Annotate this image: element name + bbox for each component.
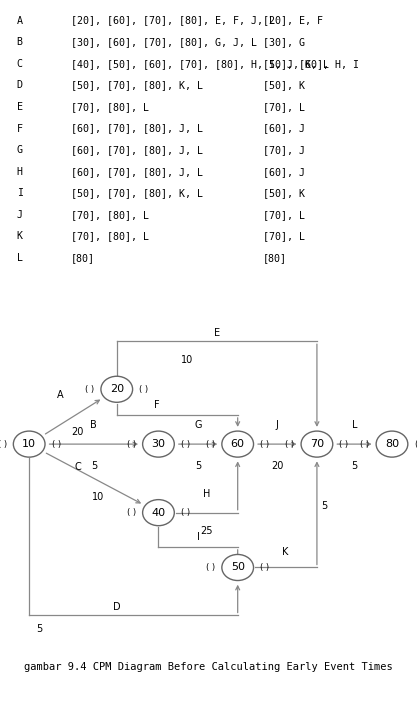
Text: [70], L: [70], L: [263, 231, 305, 241]
Text: F: F: [17, 124, 23, 134]
Circle shape: [101, 376, 133, 402]
Text: gambar 9.4 CPM Diagram Before Calculating Early Event Times: gambar 9.4 CPM Diagram Before Calculatin…: [24, 662, 393, 673]
Text: F: F: [153, 400, 159, 410]
Text: [50], K: [50], K: [263, 188, 305, 198]
Text: K: K: [282, 547, 289, 557]
Circle shape: [222, 555, 254, 580]
Text: 25: 25: [200, 526, 213, 536]
Text: B: B: [17, 37, 23, 47]
Circle shape: [143, 431, 174, 457]
Text: ( ): ( ): [139, 385, 148, 394]
Text: J: J: [17, 210, 23, 220]
Text: ( ): ( ): [181, 440, 190, 448]
Text: [20], [60], [70], [80], E, F, J, L: [20], [60], [70], [80], E, F, J, L: [71, 16, 275, 26]
Text: 30: 30: [151, 439, 166, 449]
Text: [60], [70], [80], J, L: [60], [70], [80], J, L: [71, 145, 203, 155]
Text: ( ): ( ): [0, 440, 7, 448]
Text: 5: 5: [37, 624, 43, 634]
Text: C: C: [75, 461, 81, 471]
Circle shape: [301, 431, 333, 457]
Text: G: G: [17, 145, 23, 155]
Text: 5: 5: [195, 461, 201, 471]
Text: ( ): ( ): [127, 508, 136, 517]
Text: [50], [60], H, I: [50], [60], H, I: [263, 59, 359, 69]
Text: [40], [50], [60], [70], [80], H, I, J, K, L: [40], [50], [60], [70], [80], H, I, J, K…: [71, 59, 329, 69]
Text: [60], J: [60], J: [263, 124, 305, 134]
Text: 5: 5: [91, 461, 97, 471]
Text: 20: 20: [271, 461, 284, 471]
Text: E: E: [214, 328, 220, 338]
Text: A: A: [17, 16, 23, 26]
Text: 10: 10: [92, 492, 104, 502]
Text: 70: 70: [310, 439, 324, 449]
Text: ( ): ( ): [85, 385, 94, 394]
Circle shape: [222, 431, 254, 457]
Text: L: L: [352, 421, 357, 431]
Text: G: G: [194, 421, 202, 431]
Text: L: L: [17, 253, 23, 263]
Text: ( ): ( ): [339, 440, 349, 448]
Text: [30], G: [30], G: [263, 37, 305, 47]
Text: ( ): ( ): [52, 440, 61, 448]
Text: 60: 60: [231, 439, 245, 449]
Text: ( ): ( ): [181, 508, 190, 517]
Text: 20: 20: [71, 427, 83, 437]
Text: [60], [70], [80], J, L: [60], [70], [80], J, L: [71, 166, 203, 176]
Text: E: E: [17, 102, 23, 112]
Circle shape: [143, 500, 174, 526]
Text: [70], L: [70], L: [263, 102, 305, 112]
Text: J: J: [276, 421, 279, 431]
Text: I: I: [197, 532, 199, 542]
Text: [70], L: [70], L: [263, 210, 305, 220]
Text: ( ): ( ): [260, 440, 269, 448]
Text: [30], [60], [70], [80], G, J, L: [30], [60], [70], [80], G, J, L: [71, 37, 257, 47]
Text: [80]: [80]: [71, 253, 95, 263]
Text: K: K: [17, 231, 23, 241]
Text: [50], [70], [80], K, L: [50], [70], [80], K, L: [71, 81, 203, 91]
Text: ( ): ( ): [360, 440, 369, 448]
Text: [80]: [80]: [263, 253, 287, 263]
Text: [50], K: [50], K: [263, 81, 305, 91]
Text: [60], [70], [80], J, L: [60], [70], [80], J, L: [71, 124, 203, 134]
Text: 20: 20: [110, 384, 124, 394]
Text: 10: 10: [181, 355, 193, 365]
Text: C: C: [17, 59, 23, 69]
Text: [70], J: [70], J: [263, 145, 305, 155]
Text: D: D: [113, 602, 120, 612]
Text: 40: 40: [151, 508, 166, 518]
Text: [20], E, F: [20], E, F: [263, 16, 323, 26]
Text: [50], [70], [80], K, L: [50], [70], [80], K, L: [71, 188, 203, 198]
Text: ( ): ( ): [127, 440, 136, 448]
Text: ( ): ( ): [206, 440, 215, 448]
Text: ( ): ( ): [206, 563, 215, 572]
Text: 10: 10: [22, 439, 36, 449]
Circle shape: [376, 431, 408, 457]
Text: [70], [80], L: [70], [80], L: [71, 210, 149, 220]
Text: [60], J: [60], J: [263, 166, 305, 176]
Text: D: D: [17, 81, 23, 91]
Circle shape: [13, 431, 45, 457]
Text: ( ): ( ): [414, 440, 417, 448]
Text: B: B: [90, 421, 97, 431]
Text: [70], [80], L: [70], [80], L: [71, 102, 149, 112]
Text: 50: 50: [231, 563, 245, 573]
Text: A: A: [57, 390, 64, 400]
Text: ( ): ( ): [260, 563, 269, 572]
Text: H: H: [203, 489, 210, 499]
Text: I: I: [17, 188, 23, 198]
Text: [70], [80], L: [70], [80], L: [71, 231, 149, 241]
Text: H: H: [17, 166, 23, 176]
Text: 5: 5: [321, 501, 327, 511]
Text: ( ): ( ): [285, 440, 294, 448]
Text: 5: 5: [352, 461, 357, 471]
Text: 80: 80: [385, 439, 399, 449]
